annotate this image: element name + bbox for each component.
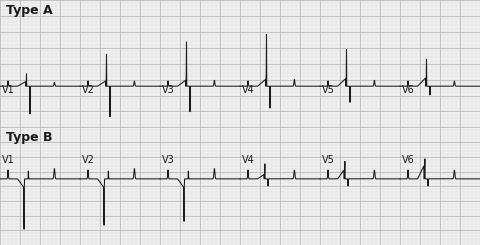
Text: V6: V6 — [402, 85, 415, 95]
Text: V3: V3 — [162, 85, 175, 95]
Text: V4: V4 — [242, 155, 255, 165]
Text: V5: V5 — [322, 85, 335, 95]
Text: V3: V3 — [162, 155, 175, 165]
Text: V2: V2 — [82, 85, 95, 95]
Text: Type B: Type B — [6, 131, 52, 144]
Text: V2: V2 — [82, 155, 95, 165]
Text: V6: V6 — [402, 155, 415, 165]
Text: V5: V5 — [322, 155, 335, 165]
Text: V4: V4 — [242, 85, 255, 95]
Text: V1: V1 — [2, 155, 15, 165]
Text: Type A: Type A — [6, 4, 52, 17]
Text: V1: V1 — [2, 85, 15, 95]
